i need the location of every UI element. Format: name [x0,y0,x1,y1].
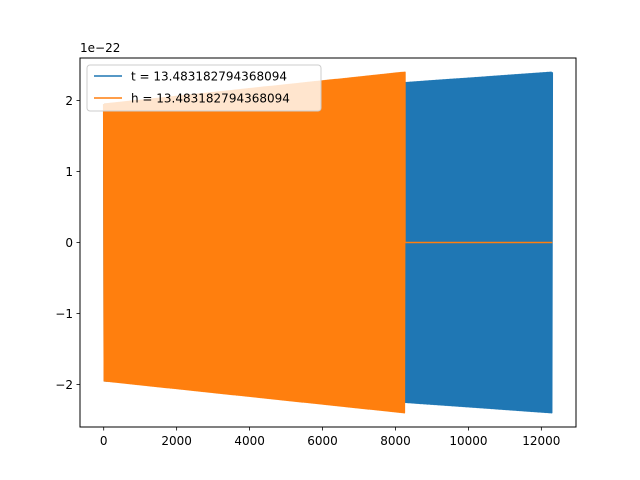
y-axis: −2 −1 0 1 2 [55,94,80,392]
x-tick-label: 12000 [522,434,560,448]
y-tick-label: 0 [65,236,73,250]
legend-box [86,64,322,112]
x-axis: 0 2000 4000 6000 8000 10000 12000 [100,427,560,448]
legend-label-t: t = 13.483182794368094 [131,70,287,84]
y-tick-label: 1 [65,165,73,179]
x-tick-label: 10000 [449,434,487,448]
x-tick-label: 0 [100,434,108,448]
series-layer [102,71,554,414]
legend: t = 13.483182794368094 h = 13.4831827943… [86,64,322,112]
x-tick-label: 8000 [380,434,411,448]
y-tick-label: −2 [55,378,73,392]
plot-area [102,71,554,414]
series-line-1 [102,71,553,414]
legend-label-h: h = 13.483182794368094 [131,92,290,106]
y-offset-label: 1e−22 [80,41,120,55]
y-tick-label: 2 [65,94,73,108]
x-tick-label: 4000 [234,434,265,448]
x-tick-label: 2000 [161,434,192,448]
y-tick-label: −1 [55,307,73,321]
x-tick-label: 6000 [307,434,338,448]
